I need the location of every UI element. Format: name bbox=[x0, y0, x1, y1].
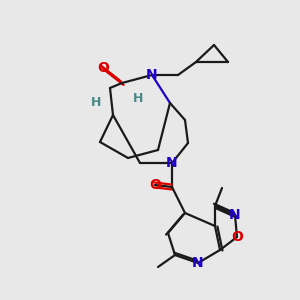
Text: N: N bbox=[192, 256, 204, 270]
Text: H: H bbox=[91, 97, 101, 110]
Text: O: O bbox=[97, 61, 109, 75]
Text: O: O bbox=[231, 230, 243, 244]
Text: N: N bbox=[146, 68, 158, 82]
Text: H: H bbox=[133, 92, 143, 104]
Text: N: N bbox=[166, 156, 178, 170]
Text: N: N bbox=[229, 208, 241, 222]
Text: O: O bbox=[149, 178, 161, 192]
